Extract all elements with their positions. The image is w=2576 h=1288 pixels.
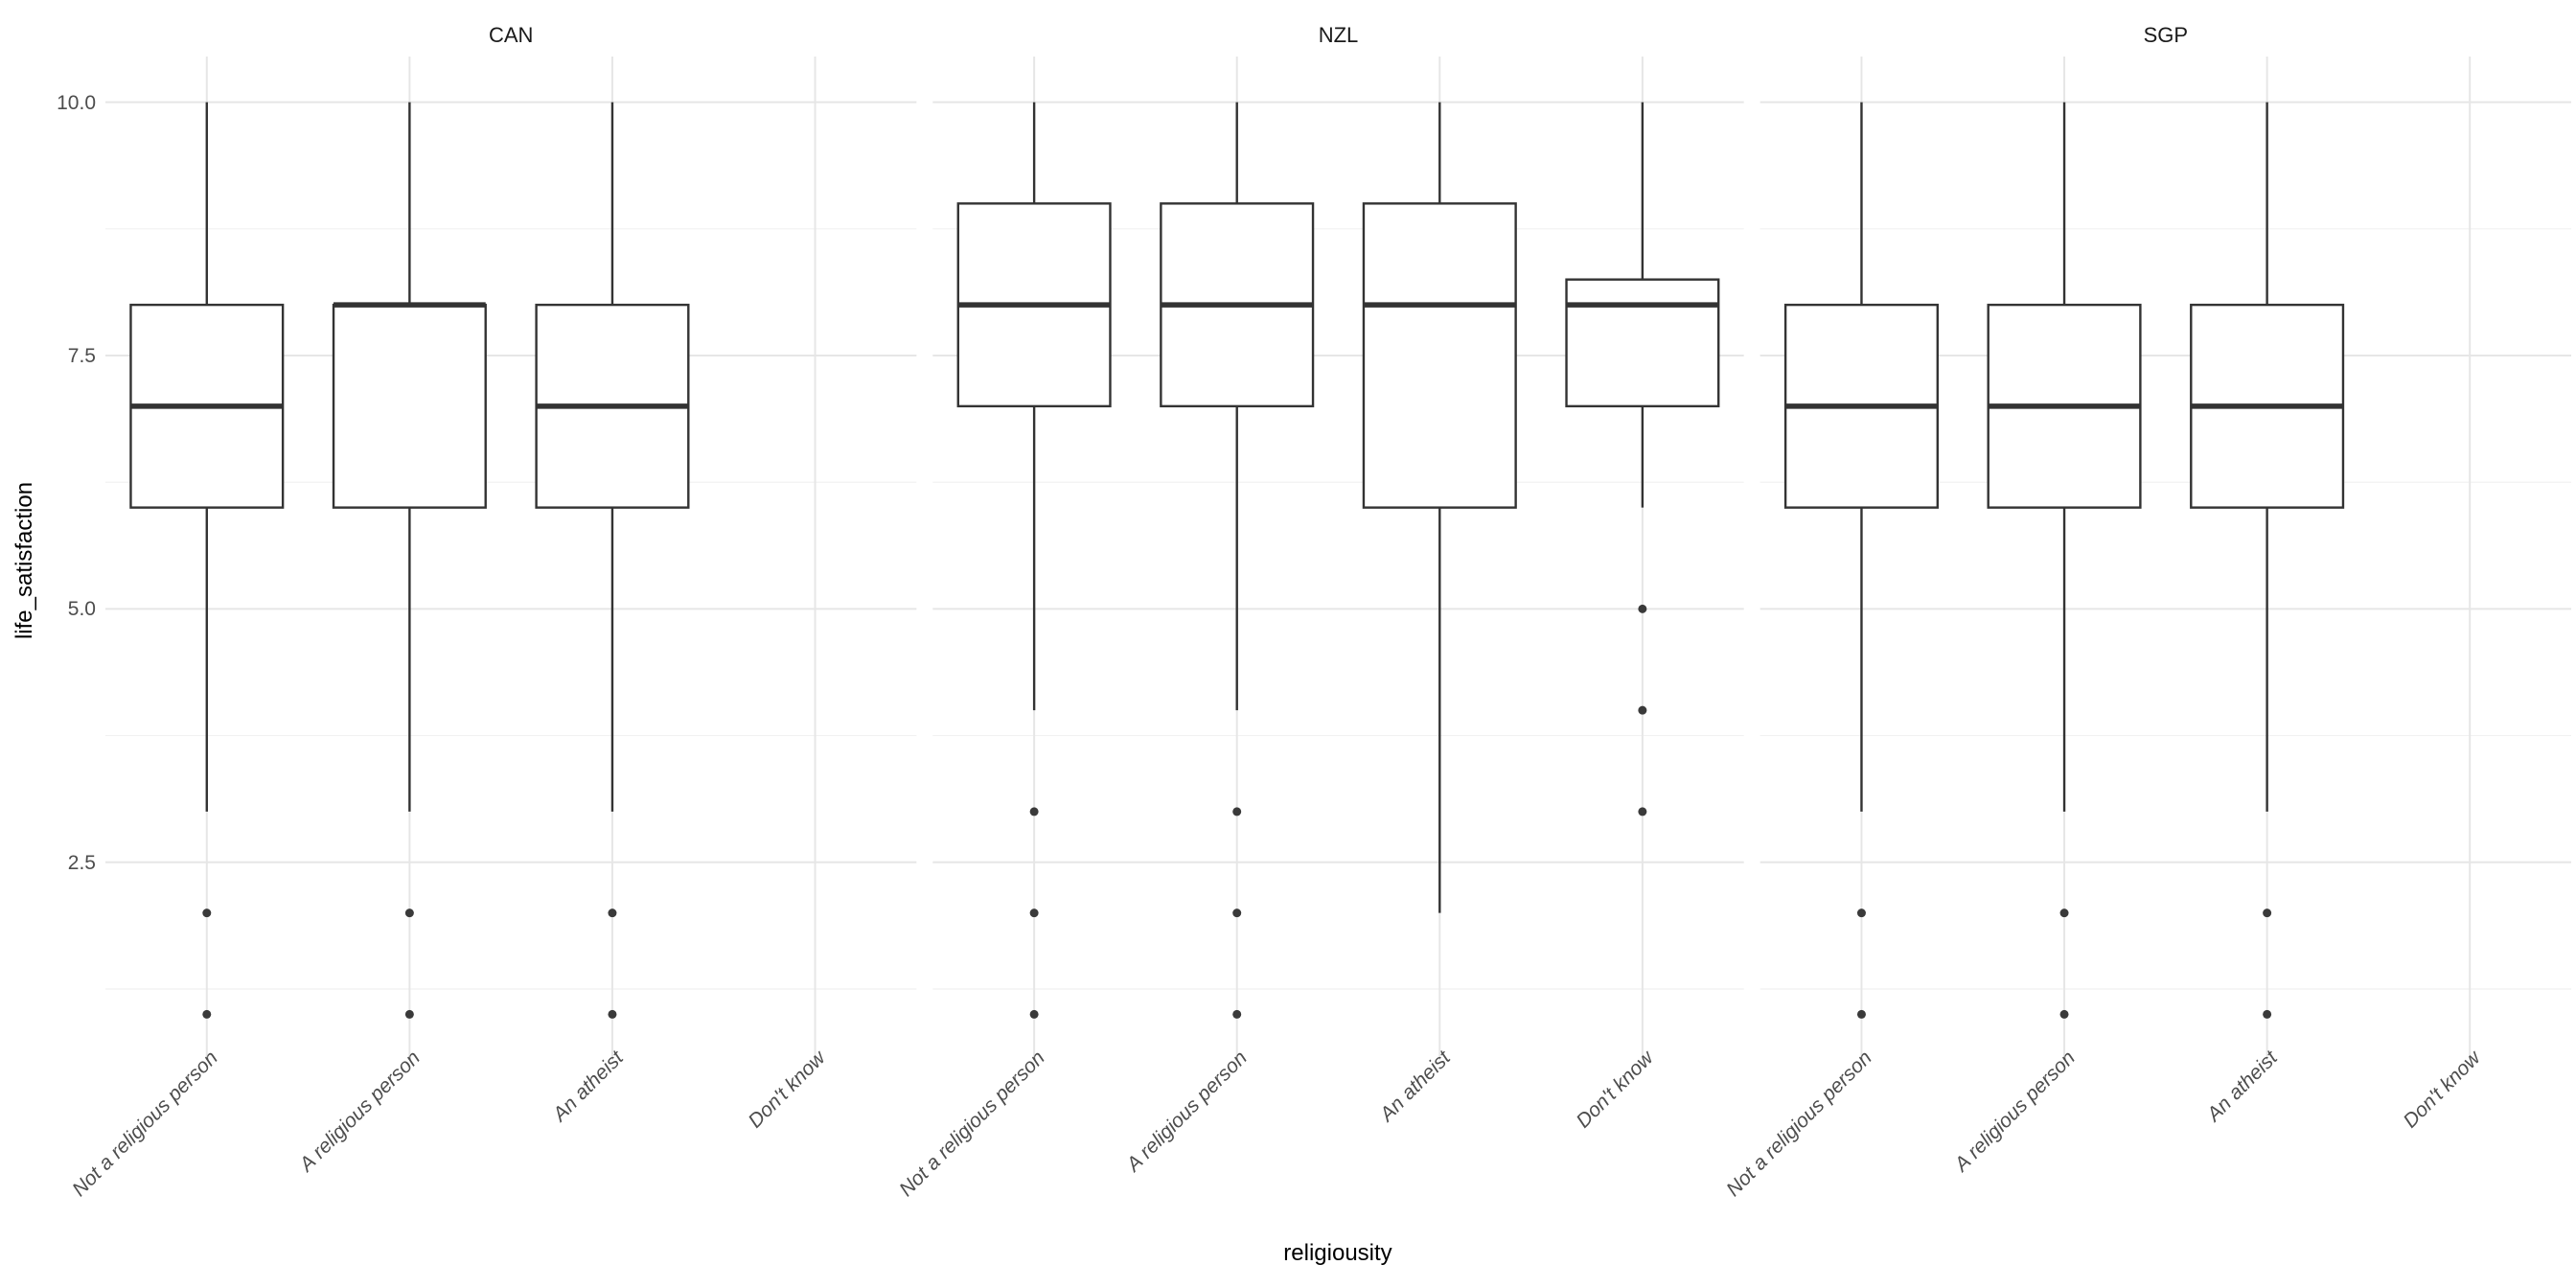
boxplot-nzl-cat1: [956, 102, 1112, 1019]
x-axis-title: religiousity: [1283, 1240, 1392, 1266]
outlier-point: [1638, 705, 1647, 715]
facet-strip-sgp: SGP: [2143, 23, 2189, 47]
boxplot-sgp-cat1: [1783, 102, 1940, 1019]
y-tick-label-10.0: 10.0: [57, 91, 96, 114]
boxplot-can-cat1: [129, 102, 285, 1019]
outlier-point: [1856, 908, 1866, 918]
boxplot-can-cat2: [332, 102, 487, 1019]
y-axis-title: life_satisfaction: [12, 481, 37, 640]
outlier-point: [1638, 807, 1647, 816]
outlier-point: [1856, 1009, 1866, 1019]
outlier-point: [404, 908, 414, 918]
outlier-point: [202, 1009, 212, 1019]
y-tick-label-2.5: 2.5: [67, 851, 96, 874]
facet-strip-can: CAN: [488, 23, 534, 47]
boxplot-sgp-cat2: [1987, 102, 2142, 1019]
facet-panel-can: [105, 57, 917, 1060]
boxplot-nzl-cat2: [1160, 102, 1315, 1019]
boxplot-nzl-cat3: [1362, 102, 1517, 913]
iqr-box: [332, 303, 487, 509]
outlier-point: [202, 908, 212, 918]
facet-panel-nzl: [932, 57, 1744, 1060]
outlier-point: [1232, 908, 1242, 918]
outlier-point: [2263, 1009, 2272, 1019]
outlier-point: [1232, 1009, 1242, 1019]
outlier-point: [2263, 908, 2272, 918]
outlier-point: [1029, 908, 1039, 918]
outlier-point: [1029, 807, 1039, 816]
outlier-point: [608, 908, 617, 918]
outlier-point: [2059, 908, 2069, 918]
iqr-box: [1565, 278, 1720, 408]
facet-panel-sgp: [1760, 57, 2571, 1060]
outlier-point: [1232, 807, 1242, 816]
iqr-box: [1362, 202, 1517, 509]
outlier-point: [608, 1009, 617, 1019]
y-tick-label-7.5: 7.5: [67, 344, 96, 367]
boxplot-can-cat3: [535, 102, 690, 1019]
boxplot-nzl-cat4: [1565, 102, 1720, 816]
y-tick-label-5.0: 5.0: [67, 598, 96, 621]
facet-strip-nzl: NZL: [1318, 23, 1359, 47]
outlier-point: [1029, 1009, 1039, 1019]
outlier-point: [2059, 1009, 2069, 1019]
boxplot-sgp-cat3: [2190, 102, 2345, 1019]
outlier-point: [1638, 604, 1647, 613]
outlier-point: [404, 1009, 414, 1019]
